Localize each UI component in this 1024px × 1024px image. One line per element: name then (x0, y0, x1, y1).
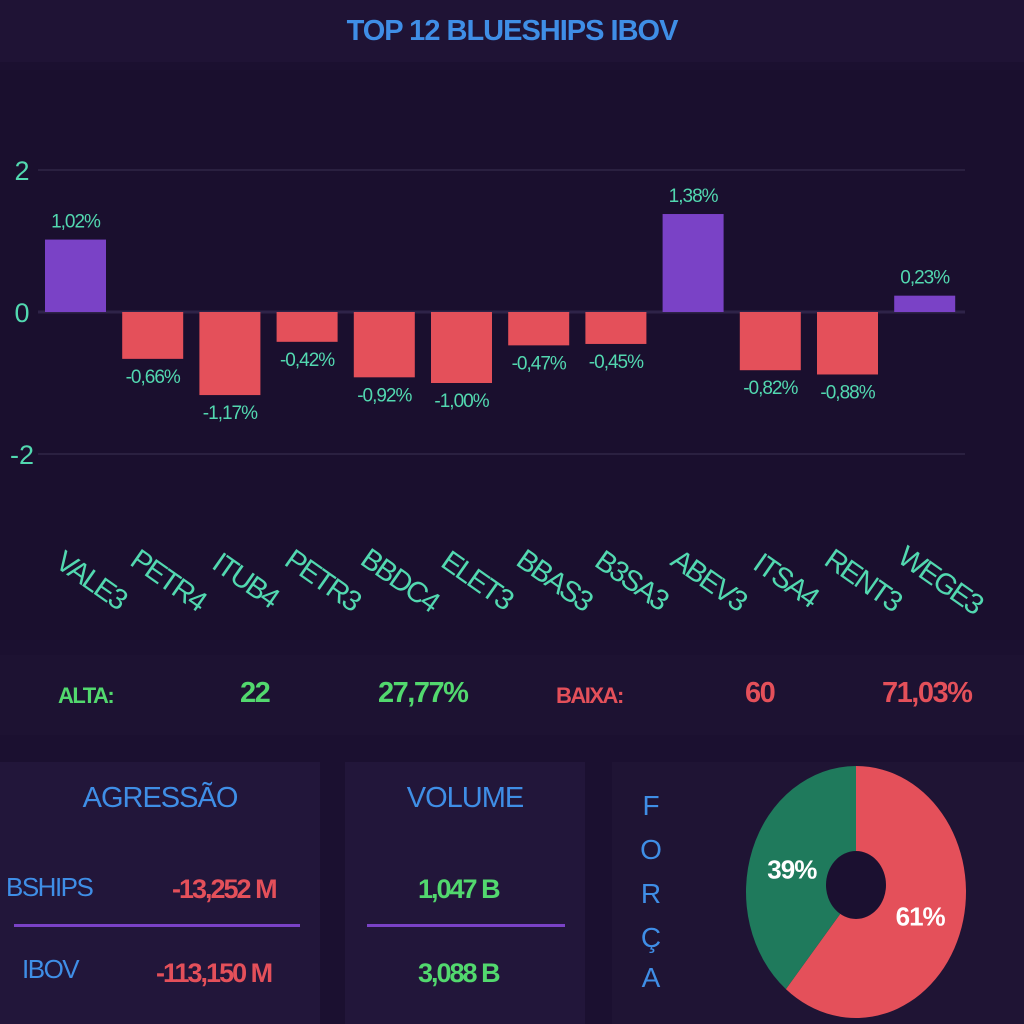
bar (739, 312, 801, 371)
x-category-label: ELET3 (435, 545, 519, 617)
volume-value-ibov: 3,088 B (418, 958, 501, 988)
bar (894, 295, 956, 312)
x-category-label: PETR3 (279, 544, 366, 619)
header: TOP 12 BLUESHIPS IBOV (0, 0, 1024, 62)
bar-value-label: -1,00% (434, 391, 489, 412)
bar-value-label: -0,66% (126, 367, 181, 388)
volume-title: VOLUME (406, 782, 524, 814)
bar-value-label: -0,42% (280, 350, 335, 371)
x-category-label: WEGE3 (892, 540, 989, 621)
bar (45, 239, 106, 312)
forca-letter-o: O (640, 834, 662, 865)
agressao-label-bships: BSHIPS (6, 872, 94, 902)
x-category-label: ABEV3 (665, 544, 752, 619)
bar (122, 312, 184, 359)
baixa-count: 60 (745, 677, 776, 709)
bar (353, 312, 415, 378)
forca-donut-chart: 39% 61% (746, 766, 966, 1018)
forca-letter-r: R (640, 878, 662, 909)
bar-value-label: 1,38% (669, 186, 719, 207)
pie-slice-green (746, 766, 856, 990)
bar-value-label: -1,17% (203, 403, 258, 424)
stats-row: ALTA: 22 27,77% BAIXA: 60 71,03% (0, 655, 1024, 735)
pie-slice-label: 39% (767, 855, 817, 885)
x-category-label: VALE3 (49, 545, 132, 617)
y-tick-label: 0 (14, 298, 29, 328)
volume-panel: VOLUME 1,047 B 3,088 B (345, 762, 585, 1024)
x-category-label: ITSA4 (747, 547, 825, 615)
volume-value-bships: 1,047 B (418, 874, 501, 904)
x-category-label: ITUB4 (206, 547, 285, 616)
bar-value-label: 1,02% (51, 212, 101, 233)
baixa-label: BAIXA: (556, 683, 624, 708)
forca-letter-c: Ç (640, 922, 662, 953)
bar-value-label: -0,92% (357, 385, 412, 406)
bar-value-label: -0,82% (743, 378, 798, 399)
alta-percent: 27,77% (378, 677, 469, 709)
alta-label: ALTA: (58, 683, 115, 708)
bar (508, 312, 570, 346)
agressao-value-ibov: -113,150 M (156, 958, 273, 988)
bar-value-label: -0,45% (589, 352, 644, 373)
pie-slice-label: 61% (896, 901, 946, 931)
alta-count: 22 (240, 677, 271, 709)
agressao-value-bships: -13,252 M (172, 874, 278, 904)
x-category-label: BBAS3 (510, 544, 597, 619)
y-tick-label: 2 (14, 156, 29, 186)
bar (662, 214, 724, 312)
forca-letter-a: A (641, 962, 661, 993)
agressao-title: AGRESSÃO (82, 782, 239, 814)
y-tick-label: -2 (10, 440, 34, 470)
bar-value-label: -0,88% (820, 382, 875, 403)
bar (276, 312, 338, 342)
forca-letter-f: F (642, 790, 660, 821)
donut-hole (826, 851, 886, 919)
x-category-label: BBDC4 (355, 543, 446, 620)
agressao-label-ibov: IBOV (22, 954, 80, 984)
bar-value-label: -0,47% (512, 353, 567, 374)
bar-value-label: 0,23% (900, 268, 950, 289)
x-category-label: B3SA3 (589, 544, 674, 617)
bar (585, 312, 647, 344)
agressao-divider (14, 924, 300, 927)
page-title: TOP 12 BLUESHIPS IBOV (346, 14, 679, 47)
baixa-percent: 71,03% (882, 677, 973, 709)
bar (199, 312, 261, 396)
bar (817, 312, 878, 375)
x-category-label: RENT3 (819, 543, 908, 619)
x-category-label: PETR4 (124, 544, 212, 619)
volume-divider (367, 924, 565, 927)
bar (431, 312, 492, 383)
agressao-panel: AGRESSÃO BSHIPS -13,252 M IBOV -113,150 … (0, 762, 320, 1024)
bar-chart: 2 0 -2 1,02% VALE3 -0,66% PETR4 -1,17% ITUB4 -0,4… (10, 156, 989, 621)
bar-chart-panel: 2 0 -2 1,02% VALE3 -0,66% PETR4 -1,17% ITUB4 -0,4… (0, 70, 1024, 640)
